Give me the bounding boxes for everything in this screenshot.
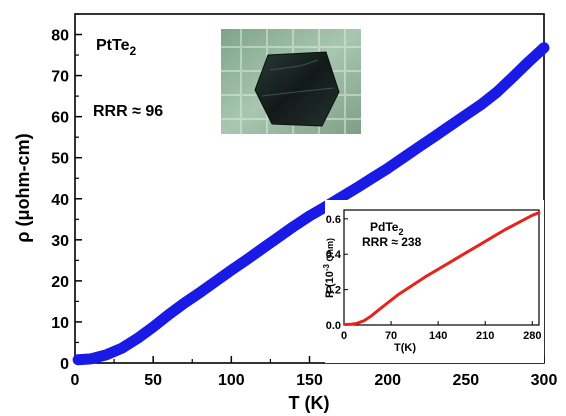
inset-x-tick-label: 70 <box>385 330 397 342</box>
y-tick-label: 20 <box>51 274 69 291</box>
inset-y-tick-label: 0.4 <box>326 249 342 261</box>
main-axis-ticks: 0 50 100 150 200 250 300 0 10 20 30 40 50 60 70 80 <box>51 13 558 389</box>
x-tick-label: 0 <box>71 372 80 389</box>
y-axis-label: ρ (μohm-cm) <box>13 133 33 242</box>
crystal-photo <box>221 29 361 134</box>
y-tick-label: 70 <box>51 69 69 86</box>
inset-chart: 0 70 140 210 280 0.0 0.2 0.4 0.6 T(K) R (10-3 Oh… <box>322 200 544 363</box>
y-tick-label: 80 <box>51 28 69 45</box>
x-tick-label: 300 <box>531 372 558 389</box>
inset-material-label: PdTe2 <box>370 220 403 237</box>
inset-series-line <box>343 211 541 326</box>
inset-plot-frame <box>343 209 540 326</box>
inset-y-tick-label: 0.2 <box>326 285 341 297</box>
x-tick-label: 100 <box>218 372 245 389</box>
y-tick-label: 10 <box>51 315 69 332</box>
y-tick-label: 30 <box>51 233 69 250</box>
inset-series-group <box>343 211 541 326</box>
inset-y-tick-label: 0.6 <box>326 214 341 226</box>
x-axis-label: T (K) <box>289 393 330 413</box>
y-tick-label: 40 <box>51 192 69 209</box>
main-material-label: PtTe2 <box>96 37 136 58</box>
x-tick-label: 200 <box>374 372 401 389</box>
inset-x-tick-label: 280 <box>523 330 541 342</box>
inset-x-tick-label: 140 <box>429 330 447 342</box>
inset-y-tick-label: 0.0 <box>326 320 341 332</box>
y-tick-label: 50 <box>51 151 69 168</box>
main-rrr-label: RRR ≈ 96 <box>93 103 163 120</box>
x-tick-label: 50 <box>144 372 162 389</box>
main-series-group <box>72 42 550 366</box>
inset-x-axis-label: T(K) <box>394 342 416 354</box>
inset-axis-ticks: 0 70 140 210 280 0.0 0.2 0.4 0.6 <box>326 214 542 342</box>
inset-x-tick-label: 0 <box>341 330 347 342</box>
x-tick-label: 150 <box>296 372 323 389</box>
main-chart: 0 50 100 150 200 250 300 0 10 20 30 40 50 60 70 80 T (K… <box>13 13 558 413</box>
y-tick-label: 60 <box>51 110 69 127</box>
inset-x-tick-label: 210 <box>476 330 494 342</box>
inset-y-axis-label: R (10-3 Ohm) <box>322 238 336 298</box>
inset-rrr-label: RRR ≈ 238 <box>362 235 422 249</box>
x-tick-label: 250 <box>452 372 479 389</box>
main-series-line <box>72 42 550 366</box>
y-tick-label: 0 <box>60 356 69 373</box>
